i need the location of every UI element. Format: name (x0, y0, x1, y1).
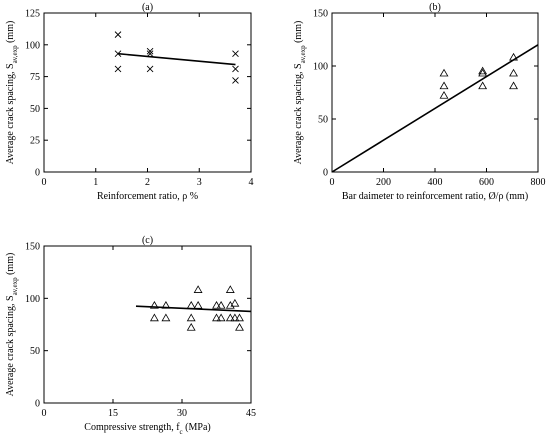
data-point (114, 31, 122, 38)
x-tick-label: 600 (479, 177, 494, 188)
data-point (478, 68, 488, 77)
data-point (114, 65, 122, 73)
data-point (146, 47, 154, 55)
data-point (232, 65, 239, 73)
data-point (193, 285, 203, 293)
x-axis-label: Bar daimeter to reinforcement ratio, Ø/ρ… (342, 191, 528, 202)
y-tick-label: 25 (30, 136, 40, 147)
y-tick-label: 50 (30, 104, 40, 115)
data-point (478, 66, 488, 75)
trend-line (135, 305, 252, 313)
y-tick-label: 50 (318, 115, 328, 126)
data-point (439, 68, 449, 77)
x-tick-label: 0 (42, 177, 47, 188)
plot-frame (43, 245, 252, 404)
chart-title: (a) (142, 2, 153, 13)
data-point (212, 300, 221, 309)
data-point (225, 285, 235, 293)
data-point (146, 50, 154, 58)
x-tick-label: 45 (246, 408, 256, 419)
y-tick-label: 100 (25, 40, 40, 51)
data-point (439, 81, 449, 90)
y-tick-label: 0 (323, 168, 328, 179)
x-tick-label: 200 (376, 177, 391, 188)
data-point (230, 298, 240, 307)
y-tick-label: 100 (25, 294, 40, 305)
data-point (478, 81, 488, 90)
data-point (439, 90, 449, 99)
data-point (230, 313, 240, 322)
x-tick-label: 400 (428, 177, 443, 188)
data-point (509, 52, 518, 61)
data-point (212, 313, 221, 322)
y-tick-label: 100 (313, 62, 328, 73)
data-point (216, 313, 226, 322)
y-tick-label: 150 (313, 9, 328, 20)
plot-frame (43, 12, 252, 173)
x-tick-label: 15 (108, 408, 118, 419)
data-point (149, 300, 159, 309)
x-tick-label: 2 (145, 177, 150, 188)
y-axis-label: Average crack spacing, Sav,exp (mm) (5, 21, 19, 165)
data-point (161, 300, 171, 309)
trend-line (331, 44, 539, 173)
data-point (235, 313, 244, 322)
data-point (186, 300, 196, 309)
data-point (193, 300, 203, 309)
x-tick-label: 1 (93, 177, 98, 188)
data-point (114, 50, 122, 58)
data-point (232, 77, 239, 84)
data-point (149, 313, 159, 322)
x-tick-label: 3 (197, 177, 202, 188)
y-tick-label: 150 (25, 242, 40, 253)
y-axis-label: Average crack spacing, Sav,exp (mm) (293, 21, 307, 165)
trend-line (117, 52, 236, 66)
y-axis-label: Average crack spacing, Sav,exp (mm) (5, 253, 19, 397)
data-point (225, 313, 235, 322)
x-tick-label: 4 (249, 177, 254, 188)
chart-panel-a: 0 1 2 3 4 0 25 50 75 100 125 (a) Reinforcement ratio… (5, 2, 254, 202)
data-point (232, 50, 239, 58)
x-tick-label: 0 (42, 408, 47, 419)
chart-panel-b: 0 200 400 600 800 0 50 100 150 (b) Bar daimeter to… (293, 2, 546, 202)
data-point (146, 65, 154, 73)
data-point (509, 81, 518, 90)
data-point (216, 300, 226, 309)
y-tick-label: 0 (35, 168, 40, 179)
data-point (161, 313, 171, 322)
x-axis-label: Reinforcement ratio, ρ % (97, 191, 198, 202)
y-tick-label: 50 (30, 346, 40, 357)
y-tick-label: 125 (25, 9, 40, 20)
plot-frame (331, 12, 539, 173)
x-tick-label: 0 (330, 177, 335, 188)
y-tick-label: 75 (30, 72, 40, 83)
chart-title: (c) (142, 235, 153, 246)
data-point (186, 313, 196, 322)
chart-panel-c: 0 15 30 45 0 50 100 150 (c) Compressive strength,… (5, 235, 256, 436)
x-tick-label: 800 (531, 177, 546, 188)
data-point (186, 322, 196, 331)
y-tick-label: 0 (35, 399, 40, 410)
data-point (509, 68, 518, 77)
x-axis-label: Compressive strength, fc (MPa) (84, 422, 210, 436)
chart-title: (b) (429, 2, 441, 13)
data-point (235, 322, 244, 331)
x-tick-label: 30 (177, 408, 187, 419)
